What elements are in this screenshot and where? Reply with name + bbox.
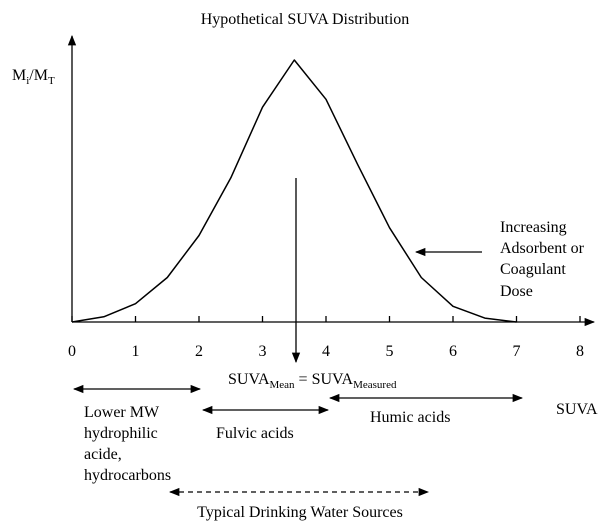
x-tick-label: 2 <box>195 343 203 360</box>
mean-part: = SUVA <box>295 371 354 388</box>
mean-label: SUVAMean = SUVAMeasured <box>228 371 397 391</box>
lower-mw-label: Lower MW <box>84 404 160 421</box>
mean-part: Mean <box>270 379 296 391</box>
dose-label: Coagulant <box>500 261 566 278</box>
fulvic-label: Fulvic acids <box>216 425 294 442</box>
x-tick-label: 7 <box>513 343 521 360</box>
mean-part: SUVA <box>228 371 270 388</box>
dose-label: Increasing <box>500 219 567 236</box>
x-tick-label: 5 <box>386 343 394 360</box>
dose-label: Adsorbent or <box>500 240 585 257</box>
x-tick-label: 6 <box>449 343 457 360</box>
x-tick-label: 0 <box>68 343 76 360</box>
lower-mw-label: acide, <box>84 446 122 463</box>
x-tick-label: 1 <box>132 343 140 360</box>
x-tick-label: 8 <box>576 343 584 360</box>
x-axis-label: SUVA <box>556 401 598 418</box>
y-label-part: M <box>12 67 26 84</box>
chart-title: Hypothetical SUVA Distribution <box>201 11 410 28</box>
y-label-part: T <box>48 75 55 87</box>
drinking-label: Typical Drinking Water Sources <box>197 504 403 521</box>
x-tick-label: 3 <box>259 343 267 360</box>
distribution-curve <box>71 59 517 323</box>
x-tick-label: 4 <box>322 343 330 360</box>
humic-label: Humic acids <box>370 409 450 426</box>
lower-mw-label: hydrocarbons <box>84 467 171 484</box>
dose-label: Dose <box>500 283 533 300</box>
y-axis-label: Mi/MT <box>12 67 55 87</box>
lower-mw-label: hydrophilic <box>84 425 158 442</box>
y-label-part: i <box>26 75 29 87</box>
mean-part: Measured <box>353 379 397 391</box>
y-label-part: /M <box>29 67 48 84</box>
